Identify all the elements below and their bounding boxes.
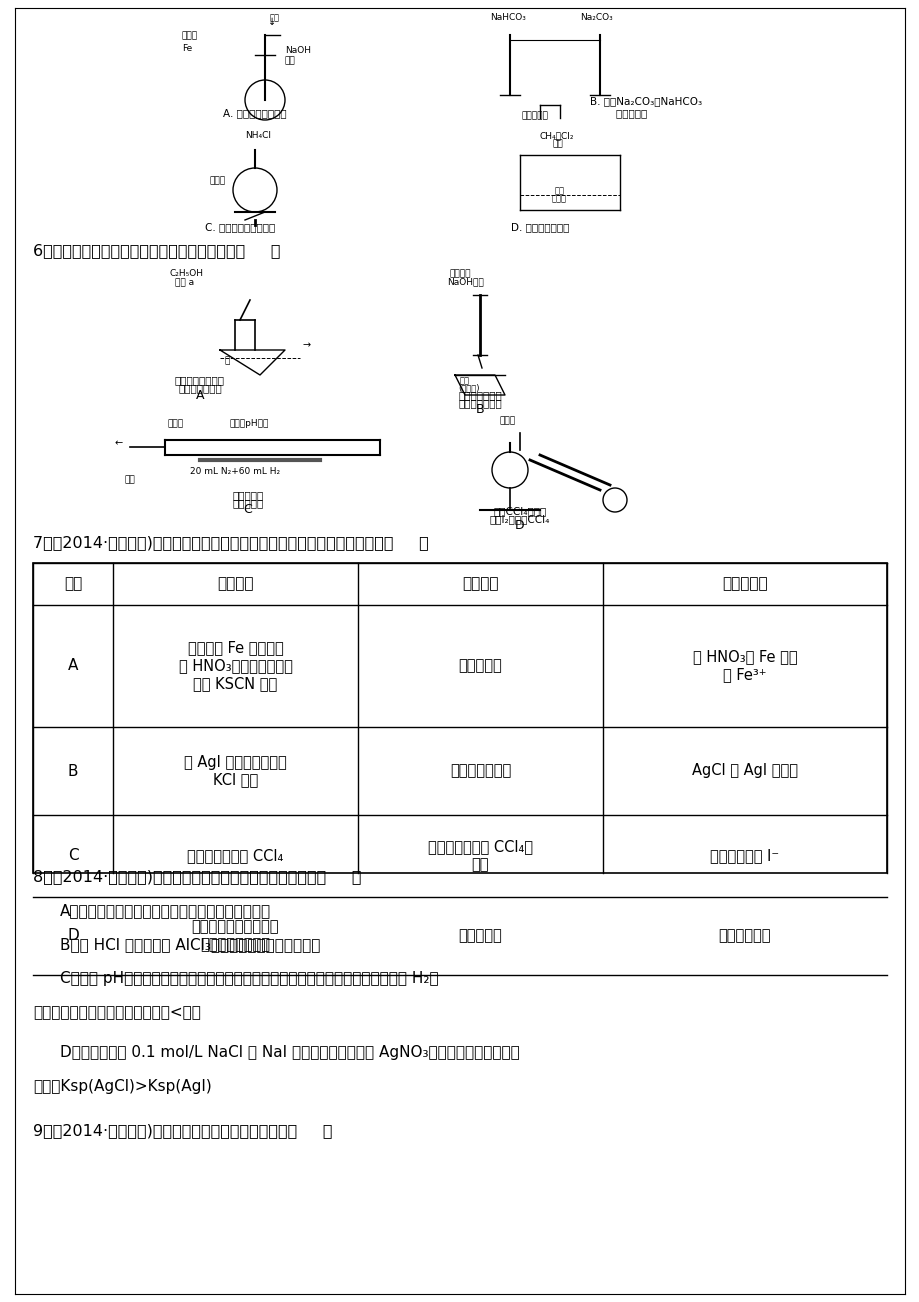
Text: 向 AgI 沉淀中滴入饱和: 向 AgI 沉淀中滴入饱和 bbox=[184, 754, 287, 769]
Text: D: D bbox=[515, 519, 524, 533]
Text: 干燥的pH试纸: 干燥的pH试纸 bbox=[230, 419, 269, 428]
Text: 液体分层，下层 CCl₄显: 液体分层，下层 CCl₄显 bbox=[427, 840, 532, 854]
Text: 食盐水: 食盐水 bbox=[551, 194, 566, 203]
Text: B: B bbox=[475, 404, 483, 417]
Text: →: → bbox=[302, 340, 311, 350]
Text: D. 甲烷的取代反应: D. 甲烷的取代反应 bbox=[510, 223, 569, 232]
Text: C．向同 pH、同体积的醋酸和盐酸溶液中加入足量镁粉至完全反应，通过比较产生 H₂的: C．向同 pH、同体积的醋酸和盐酸溶液中加入足量镁粉至完全反应，通过比较产生 H… bbox=[60, 971, 438, 986]
Text: 已知浓度: 已知浓度 bbox=[449, 270, 471, 279]
Text: 有白色沉淀出现: 有白色沉淀出现 bbox=[449, 763, 511, 779]
Text: 溶液呈红色: 溶液呈红色 bbox=[459, 659, 502, 673]
Text: 实验设计: 实验设计 bbox=[217, 577, 254, 591]
Text: A: A bbox=[68, 659, 78, 673]
Text: 实验现象: 实验现象 bbox=[461, 577, 498, 591]
Text: 9．（2014·吉林模拟)下列实验设计及描述不正确的是（     ）: 9．（2014·吉林模拟)下列实验设计及描述不正确的是（ ） bbox=[33, 1124, 332, 1138]
Text: C₂H₅OH: C₂H₅OH bbox=[170, 270, 204, 279]
Text: 解释或结论: 解释或结论 bbox=[721, 577, 767, 591]
Text: Fe: Fe bbox=[182, 44, 192, 53]
Text: 为 Fe³⁺: 为 Fe³⁺ bbox=[722, 668, 766, 682]
Text: 20 mL N₂+60 mL H₂: 20 mL N₂+60 mL H₂ bbox=[190, 467, 279, 477]
Text: NH₄Cl: NH₄Cl bbox=[244, 132, 271, 141]
Text: 溶液: 溶液 bbox=[285, 56, 295, 65]
Text: 向某溶液中加入 CCl₄: 向某溶液中加入 CCl₄ bbox=[187, 849, 283, 863]
Text: A. 氢氧化亚铁的生成: A. 氢氧化亚铁的生成 bbox=[223, 108, 287, 118]
Text: 稀 HNO₃，充分反应后，: 稀 HNO₃，充分反应后， bbox=[178, 659, 292, 673]
Text: 浓氨水呈碱性: 浓氨水呈碱性 bbox=[718, 928, 770, 944]
Text: 温度计: 温度计 bbox=[499, 417, 516, 424]
Text: 合成氨并检: 合成氨并检 bbox=[233, 490, 264, 500]
Text: 生成氢气的体积: 生成氢气的体积 bbox=[178, 383, 221, 393]
Text: 验氨的生成: 验氨的生成 bbox=[233, 497, 264, 508]
Text: KCl 溶液: KCl 溶液 bbox=[212, 772, 258, 788]
Text: 测定乙醇与钠反应: 测定乙醇与钠反应 bbox=[175, 375, 225, 385]
Text: 6．下列实验装置设计正确，且能达到目的的是（     ）: 6．下列实验装置设计正确，且能达到目的的是（ ） bbox=[33, 243, 280, 258]
Text: 的物质的量浓度: 的物质的量浓度 bbox=[458, 398, 502, 408]
Text: C. 实验室制备少量氨气: C. 实验室制备少量氨气 bbox=[205, 223, 275, 232]
Text: 原溶液中存在 I⁻: 原溶液中存在 I⁻ bbox=[709, 849, 778, 863]
Text: CH₄和Cl₂: CH₄和Cl₂ bbox=[539, 132, 573, 141]
Text: 到红色石蕊试纸上: 到红色石蕊试纸上 bbox=[200, 937, 270, 953]
Text: 稀 HNO₃将 Fe 氧化: 稀 HNO₃将 Fe 氧化 bbox=[692, 650, 797, 664]
Text: NaOH溶液: NaOH溶液 bbox=[447, 277, 483, 286]
Text: 导管 a: 导管 a bbox=[175, 279, 194, 286]
Text: 加热: 加热 bbox=[125, 475, 136, 484]
Text: NaHCO₃: NaHCO₃ bbox=[490, 13, 526, 22]
Text: 钠: 钠 bbox=[225, 355, 230, 365]
Text: 证明：Ksp(AgCl)>Ksp(AgI): 证明：Ksp(AgCl)>Ksp(AgI) bbox=[33, 1079, 211, 1094]
Text: 滴入 KSCN 溶液: 滴入 KSCN 溶液 bbox=[193, 677, 278, 691]
Text: 紫色: 紫色 bbox=[471, 858, 489, 872]
Text: 导管: 导管 bbox=[269, 13, 279, 22]
Text: 铁丝绒: 铁丝绒 bbox=[168, 419, 184, 428]
Text: NaOH: NaOH bbox=[285, 46, 311, 55]
Text: ←: ← bbox=[115, 437, 123, 448]
Text: B．在 HCl 氛围中蒸干 AlCl₃溶液可得纯净的无水氯化铝: B．在 HCl 氛围中蒸干 AlCl₃溶液可得纯净的无水氯化铝 bbox=[60, 937, 320, 952]
Text: ↓: ↓ bbox=[267, 17, 276, 27]
Text: 用玻璃棒蘸取浓氨水点: 用玻璃棒蘸取浓氨水点 bbox=[191, 919, 279, 935]
Text: 滴定法测定硫酸: 滴定法测定硫酸 bbox=[458, 391, 502, 400]
Text: 光照: 光照 bbox=[552, 139, 563, 148]
Text: A: A bbox=[196, 389, 204, 402]
Text: 碱石灰: 碱石灰 bbox=[210, 176, 226, 185]
Text: 饱和: 饱和 bbox=[554, 186, 564, 195]
Text: (含酚酞): (含酚酞) bbox=[458, 383, 479, 392]
Text: AgCl 比 AgI 更难溶: AgCl 比 AgI 更难溶 bbox=[691, 763, 797, 779]
Text: 稀硫酸: 稀硫酸 bbox=[182, 31, 198, 40]
Text: 蒸馏CCl₄溶液中: 蒸馏CCl₄溶液中 bbox=[493, 506, 546, 516]
Text: 向过量的 Fe 粉中加入: 向过量的 Fe 粉中加入 bbox=[187, 641, 283, 655]
Text: C: C bbox=[68, 849, 78, 863]
Text: 7．（2014·阜阳模拟)下列有关实验设计、实验现象和解释或结论都正确的是（     ）: 7．（2014·阜阳模拟)下列有关实验设计、实验现象和解释或结论都正确的是（ ） bbox=[33, 535, 428, 549]
Text: B. 比较Na₂CO₃、NaHCO₃
        的热稳定性: B. 比较Na₂CO₃、NaHCO₃ 的热稳定性 bbox=[589, 96, 701, 118]
Text: D．向浓度均为 0.1 mol/L NaCl 和 NaI 混合溶液中滴加少量 AgNO₃溶液，产生黄色沉淀，: D．向浓度均为 0.1 mol/L NaCl 和 NaI 混合溶液中滴加少量 A… bbox=[60, 1046, 519, 1060]
Text: 澄清石灰水: 澄清石灰水 bbox=[521, 111, 548, 120]
Text: 选项: 选项 bbox=[63, 577, 82, 591]
Text: 硫酸: 硫酸 bbox=[460, 376, 470, 385]
Text: D: D bbox=[67, 928, 79, 944]
Text: 体积判断两种酸的电离程度：醋酸<盐酸: 体积判断两种酸的电离程度：醋酸<盐酸 bbox=[33, 1005, 200, 1019]
Bar bbox=[33, 562, 886, 874]
Text: B: B bbox=[68, 763, 78, 779]
Text: 试纸变蓝色: 试纸变蓝色 bbox=[459, 928, 502, 944]
Text: A，用酸性高锰酸钾溶液除去乙烷气体中的少量乙烯: A，用酸性高锰酸钾溶液除去乙烷气体中的少量乙烯 bbox=[60, 904, 271, 918]
Text: 分离I₂并回收CCl₄: 分离I₂并回收CCl₄ bbox=[489, 514, 550, 523]
Text: C: C bbox=[244, 503, 252, 516]
Text: 8．（2014·绵阳模拟)下列实验方案不可行或结论不正确的是（     ）: 8．（2014·绵阳模拟)下列实验方案不可行或结论不正确的是（ ） bbox=[33, 868, 361, 884]
Text: Na₂CO₃: Na₂CO₃ bbox=[579, 13, 612, 22]
